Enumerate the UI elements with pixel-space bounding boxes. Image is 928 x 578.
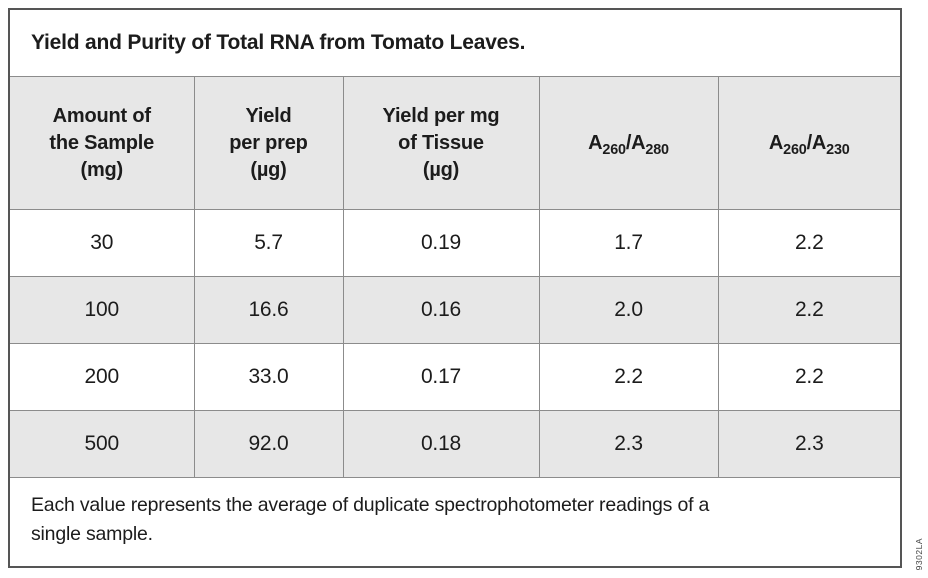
data-cell: 16.6	[193, 276, 344, 344]
table-row-1: 30 5.7 0.19 1.7 2.2	[8, 209, 902, 277]
table-row-4: 500 92.0 0.18 2.3 2.3	[8, 410, 902, 478]
rna-yield-table: Yield and Purity of Total RNA from Tomat…	[8, 8, 902, 568]
table-title: Yield and Purity of Total RNA from Tomat…	[9, 8, 901, 77]
data-cell: 2.3	[538, 410, 719, 478]
column-header-3: Yield per mg of Tissue (µg)	[342, 76, 540, 210]
table-footnote: Each value represents the average of dup…	[31, 494, 710, 546]
data-cell: 2.2	[717, 209, 902, 277]
rna-table-panel: Yield and Purity of Total RNA from Tomat…	[8, 8, 902, 568]
column-header-5: A260/A230	[717, 76, 902, 210]
data-cell: 0.19	[342, 209, 540, 277]
data-cell: 2.0	[538, 276, 719, 344]
data-cell: 0.17	[342, 343, 540, 411]
data-cell: 2.3	[717, 410, 902, 478]
data-cell: 33.0	[193, 343, 344, 411]
table-row-2: 100 16.6 0.16 2.0 2.2	[8, 276, 902, 344]
data-cell: 100	[8, 276, 195, 344]
data-cell: 2.2	[538, 343, 719, 411]
data-cell: 1.7	[538, 209, 719, 277]
column-header-2: Yield per prep (µg)	[193, 76, 344, 210]
data-cell: 200	[8, 343, 195, 411]
data-cell: 500	[8, 410, 195, 478]
table-row-3: 200 33.0 0.17 2.2 2.2	[8, 343, 902, 411]
data-cell: 92.0	[193, 410, 344, 478]
data-cell: 0.18	[342, 410, 540, 478]
header-row: Amount of the Sample (mg) Yield per prep (µg)…	[8, 76, 902, 210]
table-footnote-cell: Each value represents the average of dup…	[9, 477, 901, 568]
footer-row: Each value represents the average of dup…	[9, 477, 901, 568]
data-cell: 30	[8, 209, 195, 277]
column-header-4: A260/A280	[538, 76, 719, 210]
figure-code: 9302LA	[914, 537, 924, 570]
data-cell: 2.2	[717, 343, 902, 411]
data-cell: 0.16	[342, 276, 540, 344]
title-row: Yield and Purity of Total RNA from Tomat…	[9, 8, 901, 77]
table-body: Yield and Purity of Total RNA from Tomat…	[8, 8, 902, 568]
column-header-1: Amount of the Sample (mg)	[8, 76, 195, 210]
data-cell: 2.2	[717, 276, 902, 344]
data-cell: 5.7	[193, 209, 344, 277]
